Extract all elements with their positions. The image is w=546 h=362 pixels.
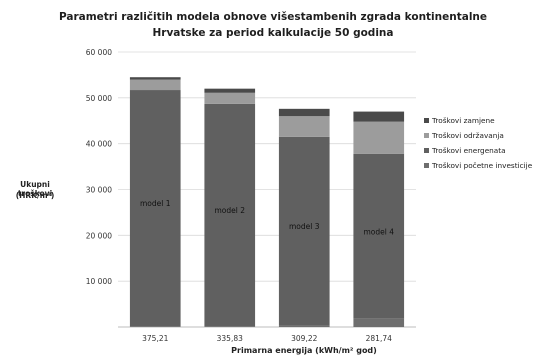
y-tick-label: 20 000 bbox=[86, 231, 112, 240]
bar-label: model 4 bbox=[363, 227, 394, 236]
x-tick-label: 281,74 bbox=[366, 334, 392, 343]
y-tick-label: 50 000 bbox=[86, 94, 112, 103]
bar-segment bbox=[129, 326, 181, 327]
legend-label: Troškovi početne investicije bbox=[431, 161, 533, 170]
bar-segment bbox=[353, 318, 405, 327]
x-tick-label: 375,21 bbox=[142, 334, 168, 343]
chart-subtitle: Hrvatske za period kalkulacije 50 godina bbox=[152, 27, 394, 39]
legend-label: Troškovi energenata bbox=[431, 146, 506, 155]
bar-label: model 3 bbox=[289, 222, 320, 231]
bar-segment bbox=[129, 79, 181, 91]
bar-label: model 1 bbox=[140, 199, 171, 208]
legend-label: Troškovi zamjene bbox=[431, 116, 495, 125]
y-tick-label: 30 000 bbox=[86, 186, 112, 195]
bar-segment bbox=[353, 121, 405, 154]
bar-segment bbox=[278, 136, 330, 326]
bar-segment bbox=[204, 92, 256, 104]
y-tick-label: 40 000 bbox=[86, 140, 112, 149]
bar-segment bbox=[278, 108, 330, 117]
bar-segment bbox=[353, 111, 405, 122]
y-tick-label: 60 000 bbox=[86, 48, 112, 57]
y-tick-label: 10 000 bbox=[86, 277, 112, 286]
bar-segment bbox=[278, 325, 330, 327]
bar-segment bbox=[278, 116, 330, 137]
chart-title: Parametri različitih modela obnove višes… bbox=[58, 11, 488, 23]
bar-segment bbox=[204, 326, 256, 327]
x-axis-label: Primarna energija (kWh/m² god) bbox=[231, 346, 377, 355]
bar-label: model 2 bbox=[214, 206, 245, 215]
bar-segment bbox=[204, 103, 256, 327]
legend-swatch bbox=[424, 118, 429, 123]
y-axis-label-line1: Ukupni troškovi bbox=[17, 180, 53, 198]
legend-swatch bbox=[424, 148, 429, 153]
x-tick-label: 335,83 bbox=[217, 334, 243, 343]
legend-swatch bbox=[424, 133, 429, 138]
legend-label: Troškovi održavanja bbox=[431, 131, 504, 140]
legend-swatch bbox=[424, 163, 429, 168]
x-tick-label: 309,22 bbox=[291, 334, 317, 343]
bar-segment bbox=[129, 77, 181, 80]
bar-segment bbox=[353, 153, 405, 319]
bar-segment bbox=[204, 88, 256, 93]
bar-segment bbox=[129, 90, 181, 327]
y-axis-label-line2: (HRK/m²) bbox=[15, 191, 55, 200]
